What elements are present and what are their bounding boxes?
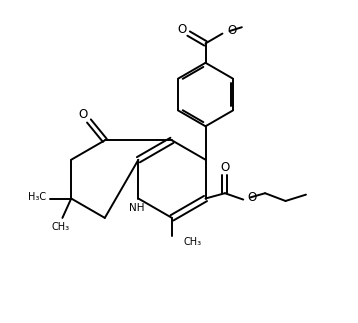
Text: O: O <box>177 23 186 36</box>
Text: O: O <box>248 191 257 204</box>
Text: O: O <box>227 24 236 36</box>
Text: O: O <box>78 108 87 121</box>
Text: H₃C: H₃C <box>28 192 46 202</box>
Text: CH₃: CH₃ <box>52 222 70 232</box>
Text: O: O <box>220 161 229 174</box>
Text: NH: NH <box>129 203 144 214</box>
Text: CH₃: CH₃ <box>183 237 201 247</box>
